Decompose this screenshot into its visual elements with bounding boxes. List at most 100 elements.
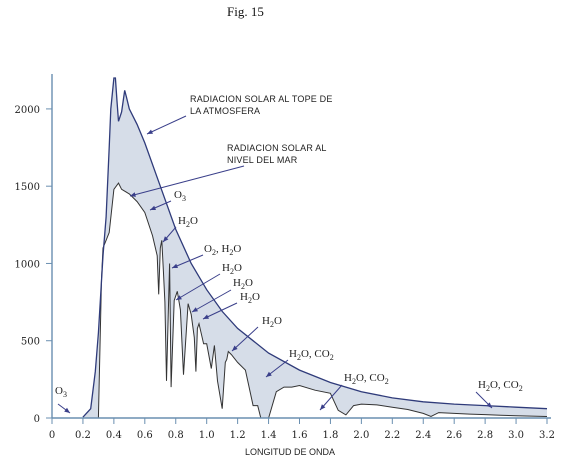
arrow-head: [150, 205, 156, 210]
arrow-head: [266, 371, 272, 377]
y-tick-label: 1000: [15, 259, 40, 270]
subscript: 2: [212, 248, 216, 257]
subscript: 2: [385, 377, 389, 386]
x-tick-label: 1.6: [292, 430, 308, 441]
spectrum-plot: 0 0.2 0.4 0.6 0.8 1.0 1.2 1.4 1.6 1.8 2.0 2.2 2.4 2.6…: [15, 74, 555, 441]
sea-label-line1: RADIACION SOLAR AL: [227, 143, 327, 153]
subscript: 2: [229, 248, 233, 257]
label-text: H: [222, 262, 230, 274]
arrow-head: [163, 236, 169, 242]
subscript: 2: [270, 320, 274, 329]
x-axis-label: LONGITUD DE ONDA: [245, 447, 335, 457]
subscript: 2: [486, 384, 490, 393]
top-label-line2: LA ATMOSFERA: [190, 106, 260, 116]
arrow-shaft: [175, 273, 221, 301]
sea-level-series-line: [95, 182, 548, 419]
top-label-line1: RADIACION SOLAR AL TOPE DE: [190, 94, 333, 104]
label-text: O: [274, 315, 282, 327]
x-tick-label: 0.6: [137, 430, 153, 441]
label-text: H: [178, 215, 186, 227]
subscript: 2: [352, 377, 356, 386]
figure-label: Fig. 15: [227, 4, 264, 19]
absorption-label: H2O, CO2: [478, 379, 523, 393]
arrow-shaft: [129, 165, 245, 197]
arrow-shaft: [171, 254, 204, 269]
subscript: 2: [186, 220, 190, 229]
label-text: O: [252, 291, 260, 303]
axes: [51, 74, 551, 419]
label-text: H: [240, 291, 248, 303]
arrow-shaft: [231, 326, 259, 352]
arrow-shaft: [319, 384, 343, 411]
x-axis-ticks: 0 0.2 0.4 0.6 0.8 1.0 1.2 1.4 1.6 1.8 2.0 2.2 2.4 2.6…: [49, 418, 555, 441]
x-tick-label: 1.0: [199, 430, 215, 441]
absorption-label: H2O: [178, 215, 198, 229]
label-text: O: [55, 385, 63, 397]
absorption-label: H2O: [222, 262, 242, 276]
y-tick-label: 0: [34, 414, 40, 425]
absorption-label: O3: [55, 385, 67, 399]
arrow-head: [130, 192, 136, 197]
arrow-head: [172, 263, 178, 268]
y-tick-label: 2000: [15, 105, 40, 116]
subscript: 2: [330, 353, 334, 362]
x-tick-label: 2.0: [353, 430, 369, 441]
arrow-shaft: [146, 115, 187, 135]
x-tick-label: 0.4: [106, 430, 122, 441]
annotation-arrows: [57, 115, 493, 414]
absorption-label: H2O: [262, 315, 282, 329]
label-text: O: [174, 189, 182, 201]
label-text: O: [234, 262, 242, 274]
subscript: 3: [182, 194, 186, 203]
y-axis-ticks: 0 500 1000 1500 2000: [15, 105, 52, 425]
label-text: H: [233, 277, 241, 289]
label-text: O: [245, 277, 253, 289]
subscript: 3: [63, 390, 67, 399]
arrow-shaft: [191, 289, 232, 313]
label-text: H: [344, 372, 352, 384]
subscript: 2: [230, 267, 234, 276]
x-tick-label: 2.2: [384, 430, 400, 441]
label-text: H: [289, 348, 297, 360]
label-text: O, CO: [301, 348, 330, 360]
label-text: H: [478, 379, 486, 391]
arrow-head: [147, 129, 153, 134]
x-tick-label: 1.8: [322, 430, 338, 441]
arrow-head: [486, 402, 492, 408]
subscript: 2: [248, 296, 252, 305]
top-of-atmosphere-series-line: [82, 77, 548, 418]
arrow-shaft: [202, 302, 238, 320]
arrow-head: [203, 314, 209, 319]
x-tick-label: 2.6: [446, 430, 462, 441]
arrow-head: [320, 404, 326, 410]
x-tick-label: 2.8: [477, 430, 493, 441]
label-text: H: [262, 315, 270, 327]
arrow-head: [176, 295, 182, 300]
absorption-label: O3: [174, 189, 186, 203]
x-tick-label: 2.4: [415, 430, 431, 441]
subscript: 2: [519, 384, 523, 393]
absorption-label: O2, H2O: [204, 243, 241, 257]
absorption-label: H2O, CO2: [344, 372, 389, 386]
label-text: O: [190, 215, 198, 227]
x-tick-label: 3.2: [539, 430, 555, 441]
subscript: 2: [241, 282, 245, 291]
absorption-label: H2O, CO2: [289, 348, 334, 362]
label-text: O: [233, 243, 241, 255]
x-tick-label: 1.4: [261, 430, 277, 441]
y-tick-label: 1500: [15, 182, 40, 193]
x-tick-label: 0: [49, 430, 55, 441]
x-tick-label: 0.8: [168, 430, 184, 441]
x-tick-label: 0.2: [75, 430, 91, 441]
sea-label-line2: NIVEL DEL MAR: [227, 155, 298, 165]
label-text: , H: [216, 243, 230, 255]
absorbed-energy-area: [82, 78, 548, 418]
arrow-head: [232, 345, 238, 351]
label-text: O, CO: [490, 379, 519, 391]
label-text: O: [204, 243, 212, 255]
absorption-label: H2O: [240, 291, 260, 305]
y-tick-label: 500: [21, 337, 40, 348]
label-text: O, CO: [356, 372, 385, 384]
